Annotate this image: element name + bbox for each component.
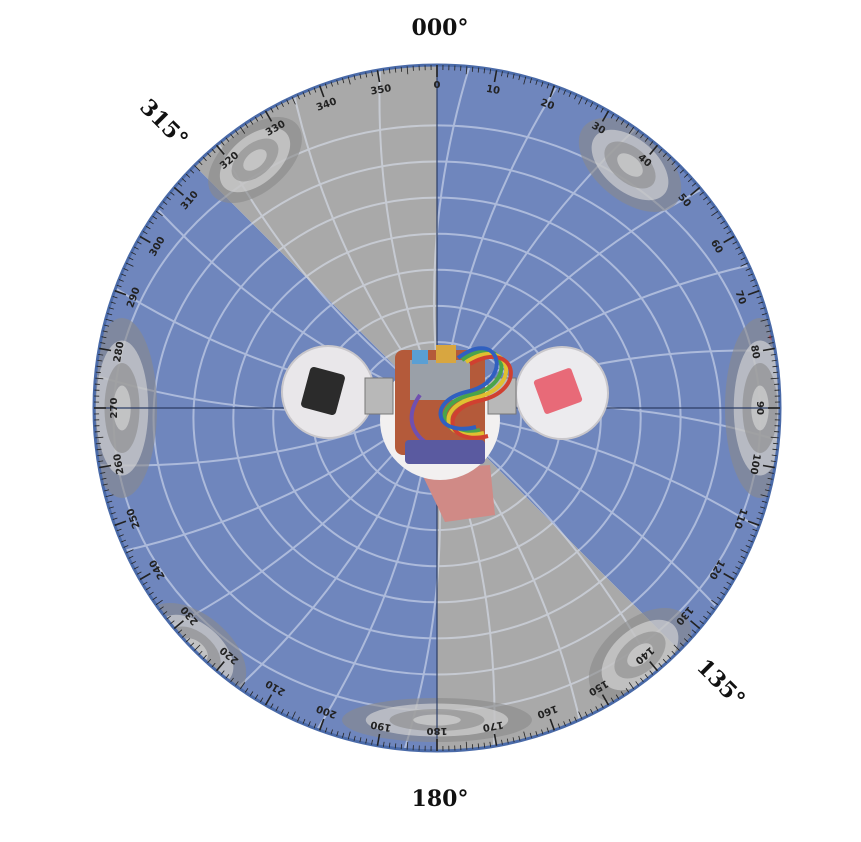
tick-mark bbox=[401, 744, 402, 749]
tick-label-180: 180 bbox=[427, 725, 448, 736]
tick-mark bbox=[773, 372, 778, 373]
tick-mark bbox=[472, 67, 473, 72]
label-000: 000° bbox=[412, 15, 469, 41]
tick-label-90: 90 bbox=[754, 401, 765, 415]
left-bracket bbox=[365, 378, 393, 414]
tick-mark bbox=[96, 443, 101, 444]
label-315: 315° bbox=[134, 94, 193, 153]
tick-label-0: 0 bbox=[434, 80, 441, 91]
tick-mark bbox=[401, 67, 402, 72]
tick-mark bbox=[773, 443, 778, 444]
tick-label-270: 270 bbox=[109, 398, 120, 419]
tick-mark bbox=[96, 372, 101, 373]
robot-chip-2 bbox=[436, 345, 456, 363]
robot-chip bbox=[412, 350, 428, 364]
tick-mark bbox=[472, 744, 473, 749]
robot-base-plate bbox=[405, 440, 485, 464]
label-135: 135° bbox=[691, 654, 750, 713]
label-180: 180° bbox=[412, 786, 469, 812]
